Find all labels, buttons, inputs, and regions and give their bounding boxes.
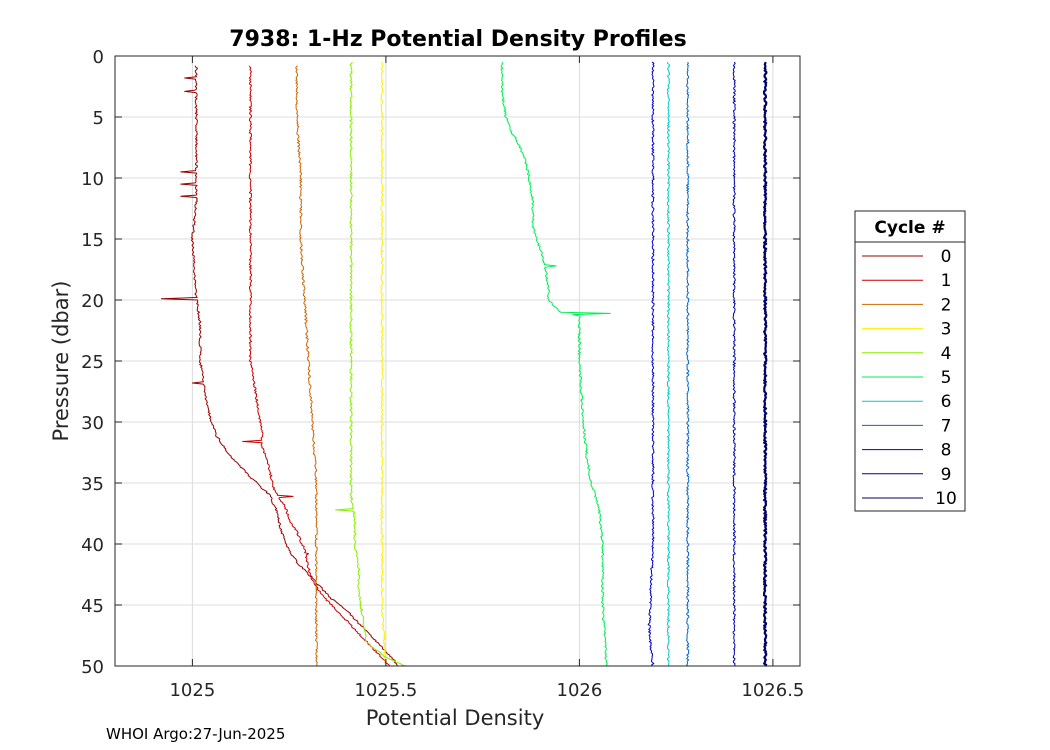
series-line-cycle-3: [380, 61, 388, 667]
series-line-cycle-9: [732, 61, 736, 667]
legend-title: Cycle #: [874, 218, 945, 238]
y-tick-label: 15: [81, 230, 104, 251]
y-tick-label: 50: [81, 657, 104, 678]
legend-label-cycle-7: 7: [941, 416, 952, 436]
x-tick-label: 1026: [557, 680, 603, 701]
series-line-cycle-6: [666, 62, 671, 667]
series-line-cycle-4: [335, 61, 407, 667]
legend-label-cycle-8: 8: [941, 441, 952, 461]
x-tick-label: 1025: [169, 680, 215, 701]
chart-title: 7938: 1-Hz Potential Density Profiles: [229, 27, 686, 52]
legend-label-cycle-0: 0: [941, 247, 952, 267]
legend-label-cycle-10: 10: [935, 489, 957, 509]
y-tick-label: 35: [81, 474, 104, 495]
series-line-cycle-10: [762, 61, 768, 667]
y-axis-label: Pressure (dbar): [49, 281, 73, 442]
footer-stamp: WHOI Argo:27-Jun-2025: [106, 725, 286, 743]
y-tick-label: 30: [81, 413, 104, 434]
y-tick-label: 45: [81, 596, 104, 617]
legend-label-cycle-4: 4: [941, 344, 952, 364]
y-tick-label: 0: [93, 47, 104, 68]
legend-items: 0 1 2 3 4 5 6 7 8 9 10: [862, 247, 957, 509]
y-tick-label: 5: [93, 108, 104, 129]
legend-label-cycle-9: 9: [941, 465, 952, 485]
legend-label-cycle-1: 1: [941, 271, 952, 291]
series-line-cycle-2: [295, 65, 318, 667]
y-tick-label: 20: [81, 291, 104, 312]
series-line-cycle-7: [686, 61, 690, 667]
series-line-cycle-0: [160, 65, 399, 667]
legend-label-cycle-6: 6: [941, 392, 952, 412]
series-line-cycle-5: [500, 61, 611, 667]
series-layer: [160, 61, 768, 667]
legend: Cycle # 0 1 2 3 4 5 6 7 8 9 10: [854, 210, 966, 512]
x-tick-label: 1025.5: [354, 680, 417, 701]
series-line-cycle-8: [647, 61, 655, 667]
legend-label-cycle-5: 5: [941, 368, 952, 388]
ticks: 1025 1025.5 1026 1026.5 0 5 10 15 20 25 30 35 40 45 50: [81, 47, 804, 701]
y-tick-label: 25: [81, 352, 104, 373]
y-tick-label: 10: [81, 169, 104, 190]
x-axis-label: Potential Density: [366, 706, 545, 730]
legend-label-cycle-2: 2: [941, 295, 952, 315]
series-line-cycle-1: [242, 65, 391, 667]
x-tick-label: 1026.5: [741, 680, 804, 701]
legend-label-cycle-3: 3: [941, 320, 952, 340]
y-tick-label: 40: [81, 535, 104, 556]
legend-box: [854, 210, 966, 512]
